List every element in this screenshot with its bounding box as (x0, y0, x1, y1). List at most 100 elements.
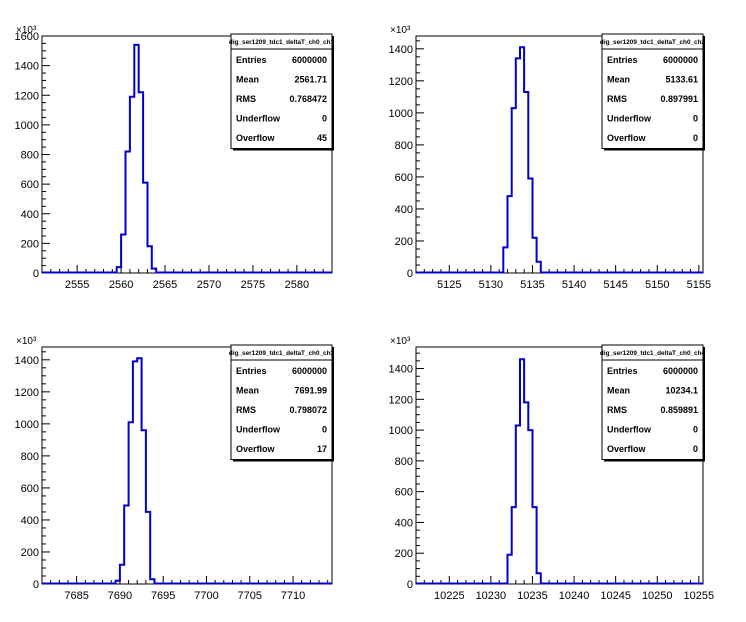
x-tick-label: 2580 (285, 279, 309, 291)
histogram-bin (537, 262, 541, 273)
y-tick-label: 1400 (15, 61, 39, 73)
y-tick-label: 1000 (15, 419, 39, 431)
histogram-bin (512, 108, 516, 273)
y-tick-label: 400 (395, 517, 413, 529)
stats-label: Overflow (607, 133, 647, 143)
histogram-bin (516, 425, 520, 584)
histogram-bin (146, 512, 150, 584)
stats-label: Overflow (236, 133, 276, 143)
histogram-bin (139, 92, 143, 273)
x-tick-label: 10255 (684, 590, 715, 602)
histogram-bin (129, 422, 133, 584)
x-tick-label: 5135 (520, 279, 544, 291)
stats-label: Entries (607, 366, 638, 376)
stats-value: 0 (693, 425, 698, 435)
histogram-bin (152, 269, 156, 273)
histogram-title: dig_ser1209_tdc1_deltaT_ch0_ch4 (600, 350, 706, 357)
histogram-pad-2: 5125 5130 5135 5140 5145 5150 5155 0 200 400 600 80… (389, 25, 712, 291)
x-tick-label: 10225 (434, 590, 465, 602)
histogram-series (42, 357, 332, 585)
y-tick-label: 1400 (15, 355, 39, 367)
y-tick-label: 1200 (15, 387, 39, 399)
histogram-series (416, 358, 703, 585)
histogram-bin (143, 183, 147, 273)
stats-value: 6000000 (663, 55, 698, 65)
x-tick-label: 10240 (559, 590, 590, 602)
histogram-bin (532, 238, 536, 273)
histogram-pad-3: 7685 7690 7695 7700 7705 7710 0 200 400 600 800 100… (15, 336, 335, 602)
y-tick-label: 600 (21, 483, 39, 495)
x-tick-label: 2565 (153, 279, 177, 291)
y-tick-label: 200 (395, 236, 413, 248)
y-tick-label: 1200 (389, 76, 413, 88)
stats-label: Mean (236, 386, 259, 396)
stats-value: 0.798072 (289, 405, 327, 415)
stats-value: 6000000 (663, 366, 698, 376)
histogram-bin (537, 573, 541, 584)
histogram-bin (520, 47, 524, 273)
histogram-series (42, 43, 332, 274)
y-tick-label: 0 (407, 268, 413, 280)
stats-label: Underflow (607, 114, 652, 124)
x-tick-label: 2555 (65, 279, 89, 291)
stats-box (601, 33, 704, 149)
y-tick-label: 800 (395, 456, 413, 468)
histogram-bin (524, 92, 528, 273)
x-tick-label: 7685 (64, 590, 88, 602)
histogram-bin (121, 234, 125, 273)
x-tick-label: 7705 (238, 590, 262, 602)
stats-label: Entries (236, 55, 267, 65)
histogram-bin (116, 581, 120, 584)
x-tick-label: 2560 (109, 279, 133, 291)
histogram-bin (512, 507, 516, 584)
stats-label: Mean (607, 386, 630, 396)
x-tick-label: 2570 (197, 279, 221, 291)
stats-label: Underflow (236, 114, 281, 124)
histogram-bin (120, 565, 124, 584)
y-tick-label: 200 (21, 547, 39, 559)
y-tick-label: 1400 (389, 44, 413, 56)
y-tick-label: 600 (21, 179, 39, 191)
y-axis-multiplier: ×10³ (390, 25, 411, 36)
stats-label: Mean (236, 75, 259, 85)
y-axis-multiplier: ×10³ (390, 336, 411, 347)
histogram-bin (130, 97, 134, 273)
stats-value: 17 (317, 444, 327, 454)
y-tick-label: 400 (21, 209, 39, 221)
histogram-bin (528, 179, 532, 273)
x-tick-label: 5150 (645, 279, 669, 291)
histogram-series (416, 46, 703, 274)
y-tick-label: 1200 (389, 394, 413, 406)
y-axis-multiplier: ×10³ (16, 336, 37, 347)
stats-label: Underflow (607, 425, 652, 435)
y-tick-label: 800 (21, 150, 39, 162)
stats-value: 0 (693, 114, 698, 124)
stats-label: Entries (236, 366, 267, 376)
histogram-bin (508, 555, 512, 584)
stats-box (230, 344, 333, 460)
histogram-bin (508, 196, 512, 273)
stats-value: 45 (317, 133, 327, 143)
stats-label: Underflow (236, 425, 281, 435)
stats-label: RMS (607, 94, 627, 104)
histogram-bin (124, 506, 128, 584)
stats-value: 0 (693, 444, 698, 454)
stats-value: 0.897991 (660, 94, 698, 104)
histogram-bin (524, 402, 528, 584)
stats-box (601, 344, 704, 460)
histogram-title: dig_ser1209_tdc1_deltaT_ch0_ch2 (600, 39, 706, 46)
stats-value: 5133.61 (665, 75, 698, 85)
stats-value: 0.859891 (660, 405, 698, 415)
histogram-bin (147, 246, 151, 273)
histogram-bin (125, 152, 129, 273)
x-tick-label: 7710 (281, 590, 305, 602)
y-tick-label: 1000 (15, 120, 39, 132)
stats-value: 0 (322, 114, 327, 124)
stats-box (230, 33, 333, 149)
stats-label: Overflow (236, 444, 276, 454)
y-tick-label: 0 (407, 579, 413, 591)
x-tick-label: 5130 (479, 279, 503, 291)
x-tick-label: 5140 (562, 279, 586, 291)
stats-value: 10234.1 (665, 386, 698, 396)
y-tick-label: 1600 (15, 31, 39, 43)
